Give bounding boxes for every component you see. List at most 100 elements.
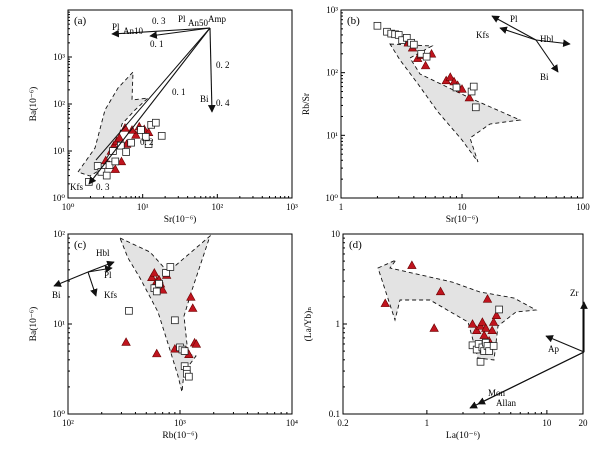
square-point (141, 133, 150, 141)
bi-label: Bi (540, 72, 549, 82)
square-point (155, 279, 163, 288)
triangle-point (488, 317, 499, 326)
square-point (495, 305, 503, 314)
x-axis-label: La(10⁻⁶) (446, 430, 480, 441)
bi-vector (207, 27, 216, 113)
y-tick-label: 10³ (53, 52, 65, 62)
square-point (122, 148, 130, 156)
fractionation-field (119, 234, 211, 393)
y-tick-label: 0.1 (329, 409, 340, 419)
panel-label: (d) (349, 239, 362, 251)
panel-c: 10² 10³ 10⁴ 10⁰ 10¹ 10² Rb(10⁻⁶) Ba(10⁻⁶) (c) Hbl… (28, 229, 298, 441)
y-tick-label: 10² (53, 229, 65, 239)
square-point (109, 147, 117, 155)
x-tick-label: 0.2 (337, 418, 348, 428)
x-tick-label: 10⁴ (286, 418, 298, 428)
hbl-vector (87, 260, 115, 273)
pl-an10-vector (111, 27, 211, 38)
square-point (471, 103, 480, 112)
y-tick-label: 10² (326, 68, 338, 78)
triangle-point (188, 303, 198, 312)
y-axis-label: Ba(10⁻⁶) (28, 307, 39, 342)
panel-b: 1 10 100 10⁰ 10¹ 10² 10³ Sr(10⁻⁶) Rb/Sr (b) Pl Kfs H… (302, 5, 590, 225)
panel-label: (c) (74, 239, 87, 251)
y-tick-label: 1 (336, 319, 341, 329)
y-tick-label: 10² (53, 99, 65, 109)
pl-an10-tick-0-1: 0. 1 (150, 39, 164, 49)
plot-frame (342, 233, 584, 415)
x-axis-label: Sr(10⁻⁶) (164, 214, 197, 225)
bi-tick-0-4: 0. 4 (216, 98, 230, 108)
hbl-vector (535, 39, 571, 48)
an10-subscript-label: An10 (123, 26, 143, 36)
square-point (166, 263, 175, 271)
square-point (410, 40, 418, 49)
square-point (422, 52, 431, 61)
triangle-point (477, 317, 488, 326)
triangle-point (157, 284, 168, 294)
x-tick-label: 1 (425, 418, 430, 428)
pl-vector (87, 265, 113, 273)
fractionation-field (389, 43, 522, 163)
pl-an50-tick-0-3: 0. 3 (152, 16, 166, 26)
ap-vector (545, 335, 585, 353)
triangle-point (186, 292, 196, 301)
triangle-point (191, 339, 202, 348)
square-point (185, 372, 193, 381)
kfs-label: Kfs (70, 182, 83, 192)
triangle-point (380, 298, 390, 307)
y-axis-label: (La/Yb)ₙ (303, 307, 314, 342)
mon-label: Mon (488, 388, 506, 398)
bi-label: Bi (200, 94, 209, 104)
pl-label: Pl (104, 270, 112, 280)
x-tick-label: 10³ (174, 418, 186, 428)
kfs-label: Kfs (104, 290, 117, 300)
square-point (152, 118, 160, 127)
triangle-point (131, 130, 141, 139)
x-tick-label: 10² (211, 202, 223, 212)
panel-d: 0.2 1 10 20 0.1 1 10 La(10⁻⁶) (La/Yb)ₙ (d) Zr Ap Mon… (303, 229, 588, 441)
hbl-label: Hbl (96, 248, 110, 258)
square-point (489, 342, 498, 350)
pl-an50-label: Pl (178, 14, 186, 24)
x-tick-label: 100 (576, 202, 590, 212)
amp-label: Amp (208, 14, 227, 24)
panel-a: 10⁰ 10¹ 10² 10³ 10⁰ 10¹ 10² 10³ Sr(10⁻⁶) Ba(10⁻⁶)… (28, 9, 298, 225)
triangle-point (429, 323, 439, 332)
pl-an10-label: Pl (112, 22, 120, 32)
square-point (171, 316, 179, 325)
triangle-point (121, 337, 131, 346)
kfs-guide-line (95, 27, 211, 161)
pl-an50-vector (149, 27, 211, 39)
square-point (111, 157, 120, 166)
pl-vector (491, 15, 537, 41)
allan-label: Allan (496, 398, 516, 408)
bi-vector (53, 271, 89, 287)
triangle-point (481, 323, 491, 332)
square-point (485, 347, 493, 355)
x-tick-label: 10² (62, 418, 74, 428)
triangle-point (487, 325, 497, 335)
fractionation-field (377, 258, 538, 361)
triangle-point (491, 310, 502, 319)
kfs-label: Kfs (476, 30, 489, 40)
triangle-point (420, 60, 431, 70)
x-tick-label: 10⁰ (62, 202, 75, 212)
square-point (127, 138, 135, 147)
triangle-point (445, 72, 455, 81)
y-tick-label: 10⁰ (52, 193, 65, 203)
y-tick-label: 10³ (326, 5, 338, 15)
square-point (476, 358, 485, 366)
zr-label: Zr (570, 288, 579, 298)
y-axis-label: Ba(10⁻⁶) (28, 87, 39, 122)
y-tick-label: 10⁰ (325, 193, 338, 203)
bi-tick-0-2: 0. 2 (216, 60, 230, 70)
panel-label: (b) (347, 15, 360, 27)
y-tick-label: 10⁰ (52, 409, 65, 419)
triangle-point (479, 330, 489, 339)
panel-label: (a) (74, 15, 87, 27)
triangle-point (467, 319, 478, 328)
square-point (469, 82, 478, 91)
ap-label: Ap (548, 344, 559, 354)
hbl-label: Hbl (540, 34, 554, 44)
